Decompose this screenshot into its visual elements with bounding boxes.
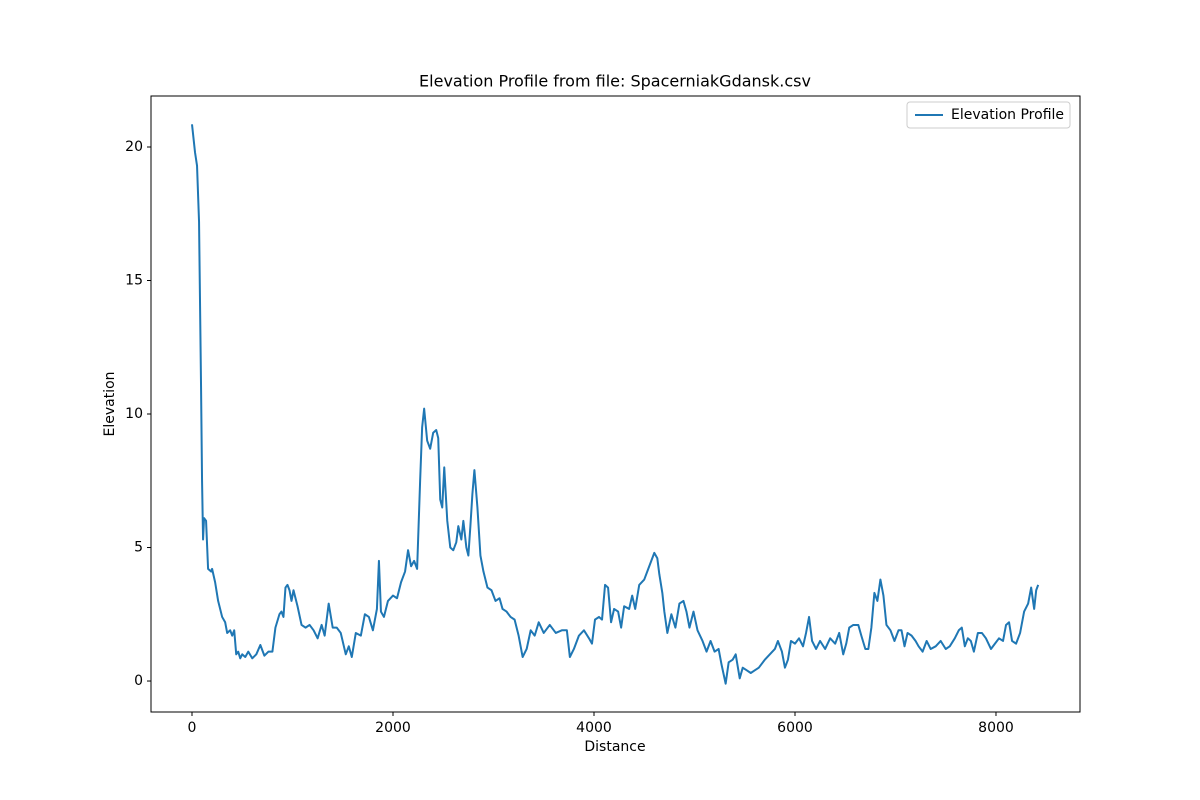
y-tick-label: 20 (125, 139, 143, 155)
x-axis-label: Distance (584, 739, 645, 755)
legend-box (906, 101, 1071, 129)
x-tick-label: 2000 (375, 720, 411, 736)
y-tick-label: 15 (125, 273, 143, 289)
x-tick-label: 8000 (978, 720, 1014, 736)
y-tick-label: 10 (125, 406, 143, 422)
y-tick-label: 5 (134, 540, 143, 556)
x-tick-label: 0 (188, 720, 197, 736)
chart-title: Elevation Profile from file: SpacerniakG… (419, 72, 811, 91)
line (191, 124, 1040, 685)
legend-label: Elevation Profile (951, 107, 1064, 123)
plot-frame (150, 95, 1081, 713)
x-tick-label: 6000 (777, 720, 813, 736)
x-tick-label: 4000 (576, 720, 612, 736)
y-tick-label: 0 (134, 673, 143, 689)
y-axis-label: Elevation (102, 371, 118, 436)
